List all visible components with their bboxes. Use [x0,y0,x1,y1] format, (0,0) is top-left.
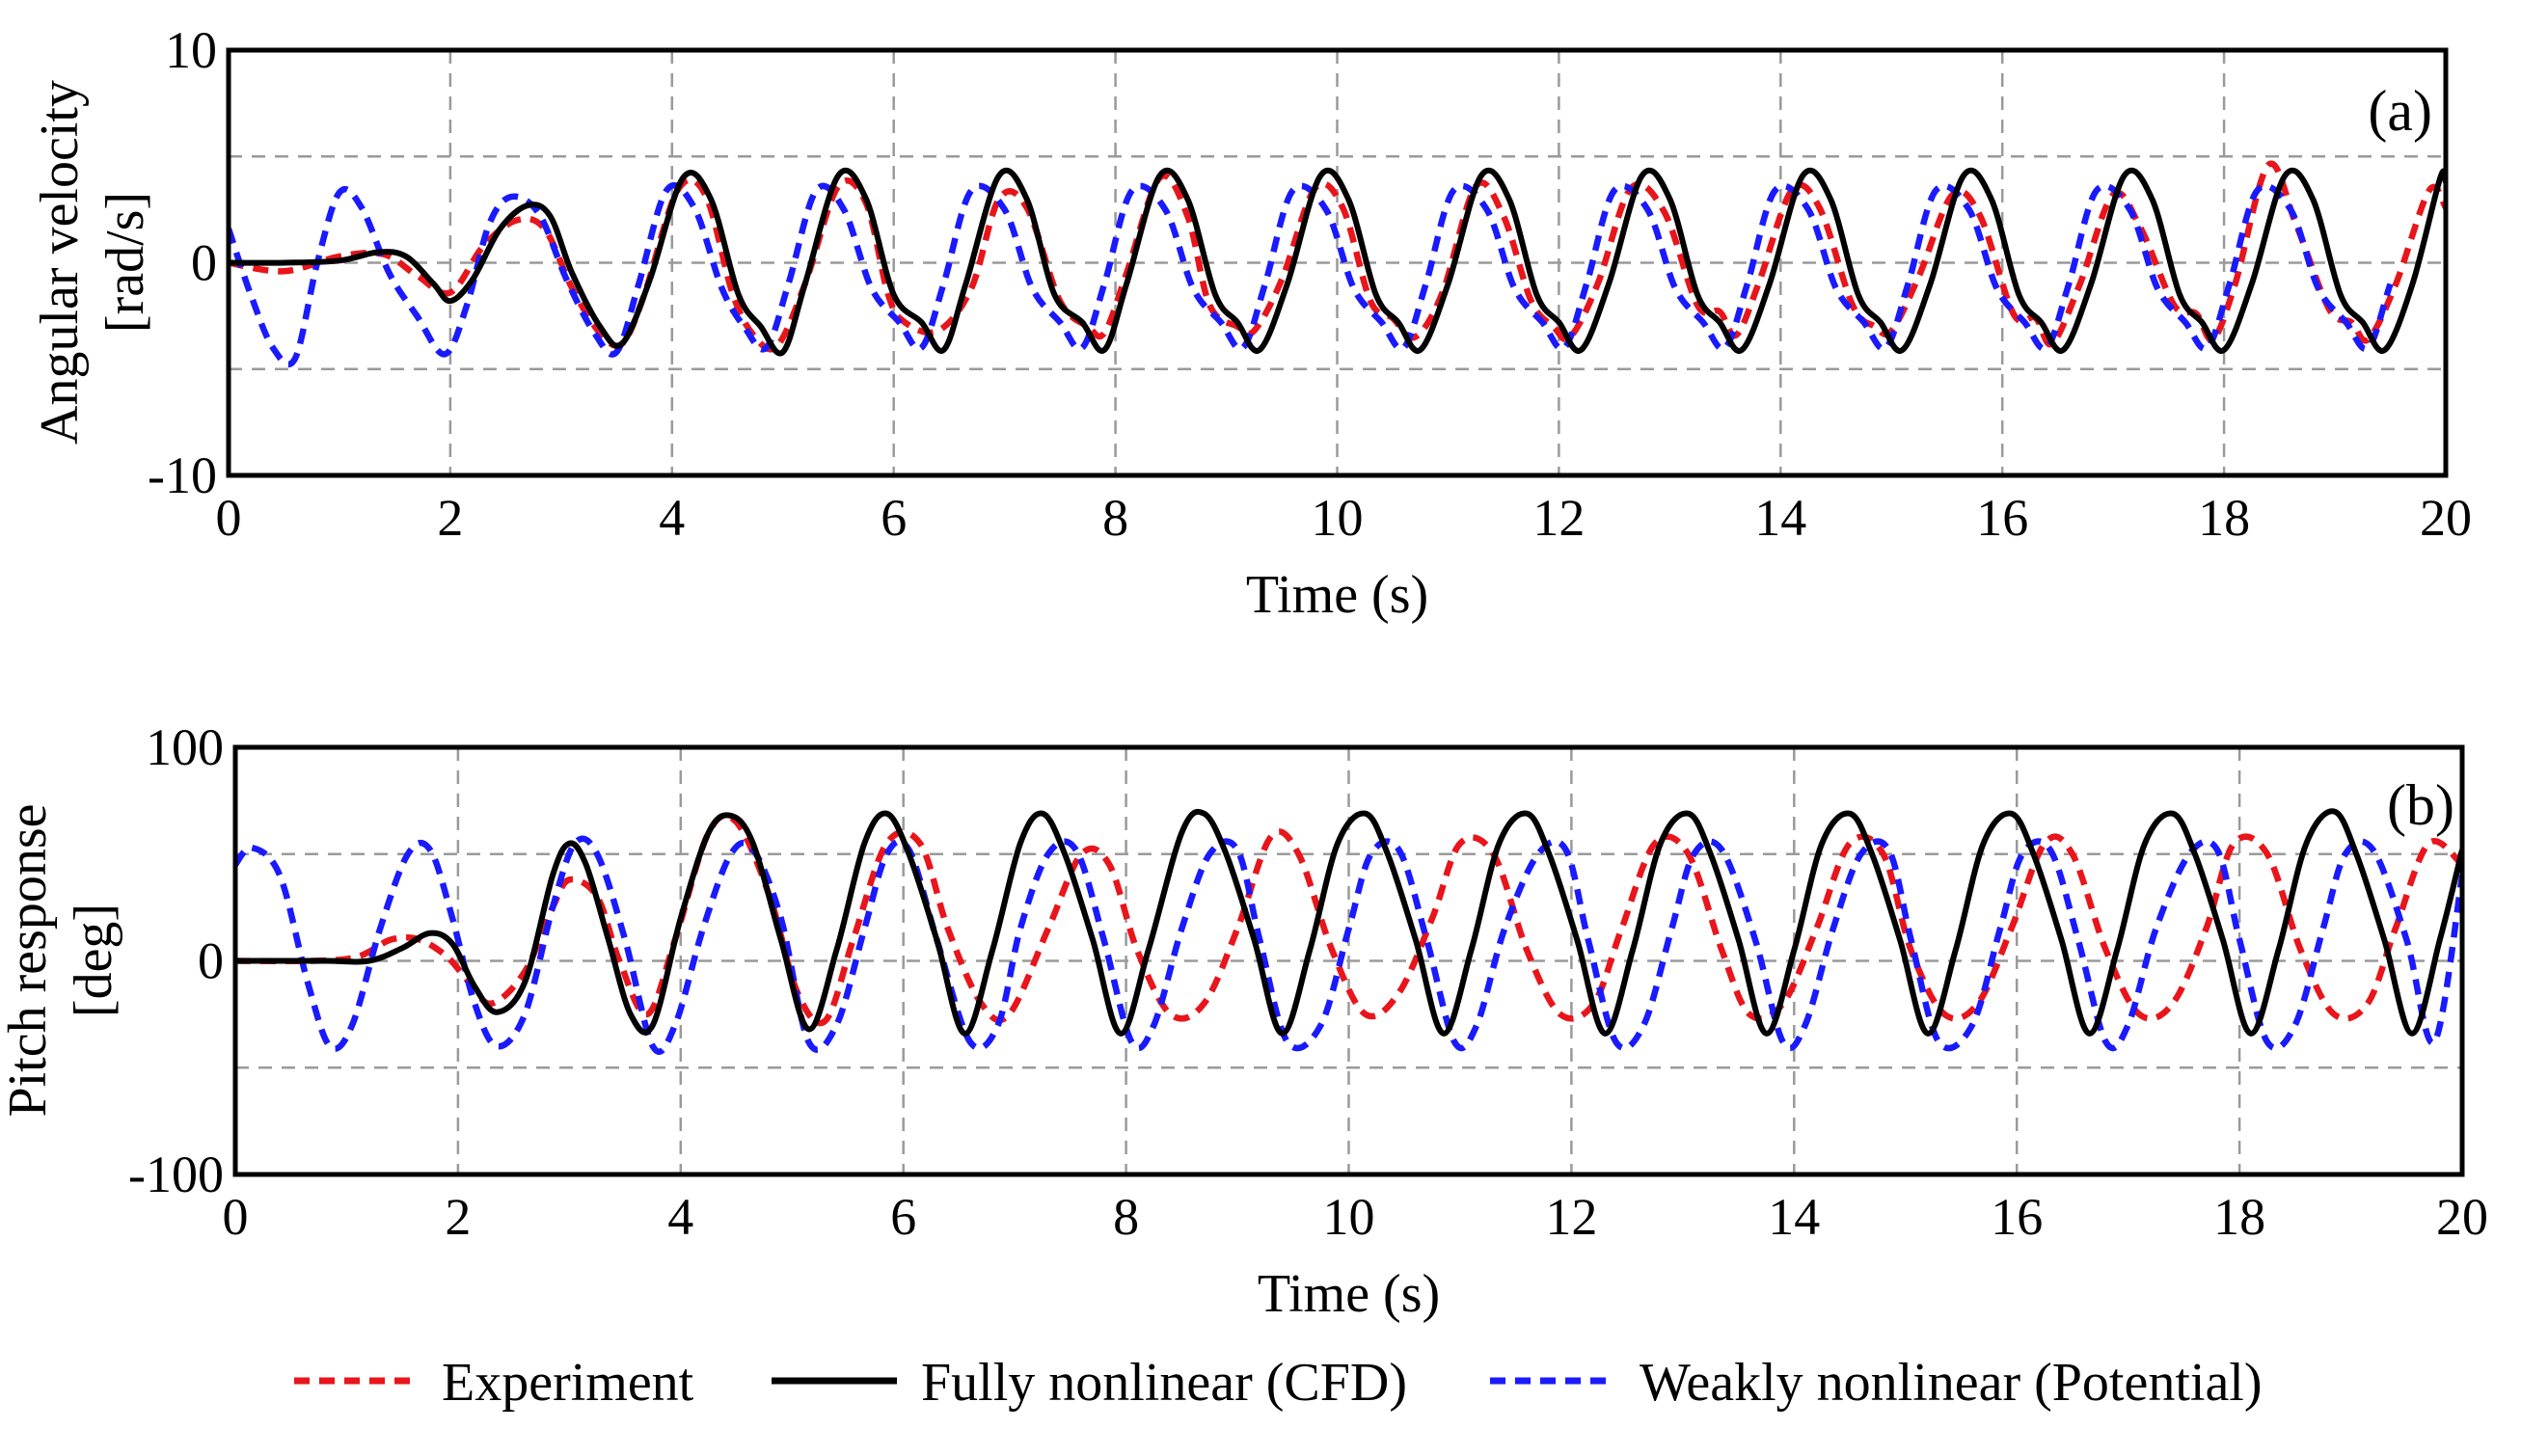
panel-a-y-ticks: -10 0 10 [148,21,217,504]
x-tick-label: 6 [890,1188,916,1246]
panel-b-frame [232,744,2465,1177]
panel-a-frame [226,47,2449,478]
legend-cfd-label: Fully nonlinear (CFD) [921,1353,1407,1413]
panel-b-y-axis-unit: [deg] [64,903,123,1017]
y-tick-label: -100 [128,1146,224,1203]
x-tick-label: 4 [659,489,685,547]
x-tick-label: 4 [667,1188,693,1246]
x-tick-label: 8 [1102,489,1128,547]
y-tick-label: -10 [148,446,217,504]
x-tick-label: 16 [1976,489,2028,547]
y-tick-label: 100 [146,718,224,776]
panel-b-y-ticks: -100 0 100 [128,718,224,1203]
series-line-fully-nonlinear-cfd [229,167,2446,357]
panel-a-tag: (a) [2368,79,2432,143]
y-tick-label: 0 [198,932,224,990]
x-tick-label: 6 [881,489,907,547]
x-tick-label: 2 [445,1188,471,1246]
series-line-weakly-nonlinear-potential [235,835,2462,1055]
x-tick-label: 10 [1323,1188,1375,1246]
series-line-fully-nonlinear-cfd [235,808,2462,1037]
y-tick-label: 10 [165,21,217,79]
x-tick-label: 0 [223,1188,249,1246]
x-tick-label: 18 [2213,1188,2265,1246]
x-tick-label: 0 [216,489,242,547]
panel-b-x-ticks: 0 2 4 6 8 10 12 14 16 18 20 [223,1188,2489,1246]
panel-a-x-ticks: 0 2 4 6 8 10 12 14 16 18 20 [216,489,2473,547]
x-tick-label: 18 [2198,489,2250,547]
panel-a-y-axis-label: Angular velocity [30,80,90,445]
panel-b-y-axis-label: Pitch response [0,803,58,1117]
x-tick-label: 16 [1991,1188,2043,1246]
panel-b-tag: (b) [2387,773,2454,837]
series-line-weakly-nonlinear-potential [229,182,2394,367]
x-tick-label: 12 [1532,489,1585,547]
panel-b-series [235,808,2462,1055]
legend-potential-label: Weakly nonlinear (Potential) [1640,1353,2263,1413]
x-tick-label: 20 [2436,1188,2488,1246]
x-tick-label: 2 [437,489,463,547]
x-tick-label: 12 [1545,1188,1597,1246]
x-tick-label: 14 [1768,1188,1820,1246]
x-tick-label: 8 [1113,1188,1139,1246]
y-tick-label: 0 [191,234,217,292]
panel-a-y-axis-unit: [rad/s] [95,192,155,333]
legend: Experiment Fully nonlinear (CFD) Weakly … [294,1353,2263,1413]
x-tick-label: 14 [1754,489,1806,547]
panel-a-x-axis-label: Time (s) [1246,565,1428,625]
panel-b-grid [235,747,2462,1174]
x-tick-label: 10 [1312,489,1364,547]
x-tick-label: 20 [2420,489,2472,547]
legend-experiment-label: Experiment [442,1353,694,1413]
panel-b-x-axis-label: Time (s) [1258,1264,1440,1324]
panel-a-grid [229,50,2446,475]
panel-a-series [229,160,2446,367]
series-line-experiment [235,812,2462,1027]
